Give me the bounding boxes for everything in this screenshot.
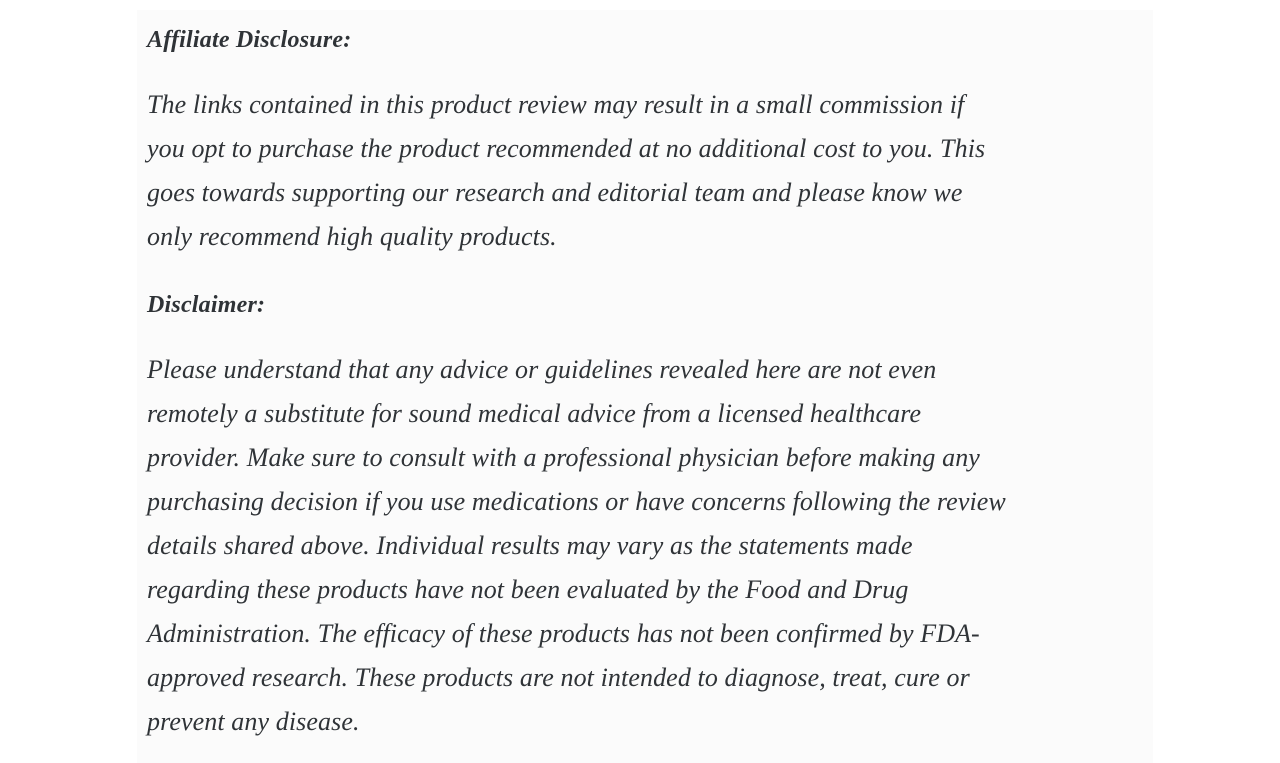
disclaimer-heading: Disclaimer:	[147, 292, 266, 318]
disclaimer-paragraph: Please understand that any advice or gui…	[147, 355, 1006, 736]
affiliate-disclosure-paragraph: The links contained in this product revi…	[147, 90, 986, 251]
affiliate-disclosure-heading: Affiliate Disclosure:	[147, 27, 352, 53]
article-content: Affiliate Disclosure: The links containe…	[137, 10, 1153, 763]
